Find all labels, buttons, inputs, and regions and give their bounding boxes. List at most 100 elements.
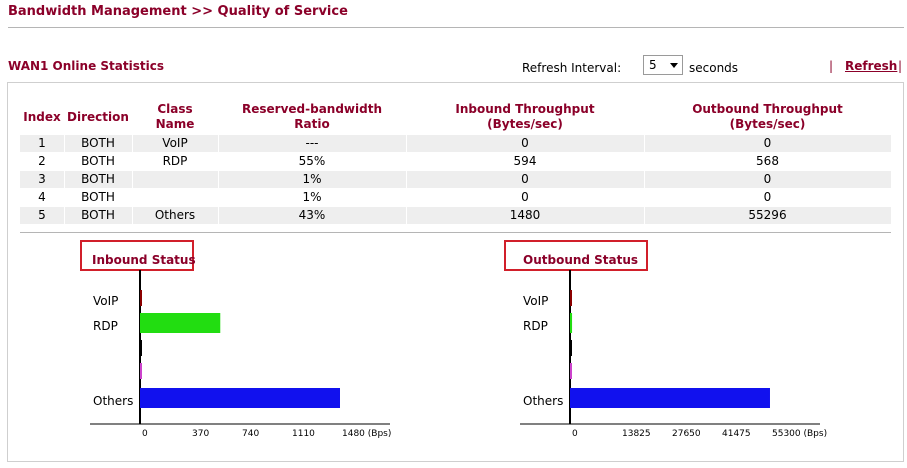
cell-divider [406, 189, 407, 206]
chevron-down-icon [670, 63, 678, 68]
bar [140, 340, 142, 356]
cell-divider [132, 135, 133, 152]
page-title: Bandwidth Management >> Quality of Servi… [8, 4, 348, 19]
refresh-interval-value: 5 [649, 58, 657, 72]
inbound-status-title: Inbound Status [92, 253, 196, 267]
table-cell-name: RDP [162, 154, 188, 168]
table-cell-outbound: 0 [763, 136, 772, 150]
table-cell-ratio: 55% [298, 154, 326, 168]
col-header-direction: Direction [67, 110, 129, 124]
bar-label: RDP [523, 319, 548, 333]
tick-label: 740 [242, 429, 259, 439]
table-cell-ratio: 43% [298, 208, 326, 222]
tick-label: 1480 (Bps) [342, 429, 391, 439]
table-cell-name: VoIP [162, 136, 188, 150]
tick-label: 0 [572, 429, 578, 439]
table-row: 4 BOTH 1% 0 0 [20, 189, 891, 206]
cell-divider [406, 171, 407, 188]
col-header-class-name: Class Name [155, 102, 195, 131]
table-cell-inbound: 594 [513, 154, 537, 168]
seconds-label: seconds [689, 61, 739, 75]
tick-label: 41475 [722, 429, 751, 439]
cell-divider [644, 135, 645, 152]
col-header-inbound: Inbound Throughput (Bytes/sec) [455, 102, 595, 131]
refresh-interval-select[interactable]: 5 [643, 55, 683, 75]
table-cell-inbound: 1480 [509, 208, 541, 222]
cell-divider [644, 153, 645, 170]
table-cell-ratio: 1% [302, 190, 322, 204]
bar [570, 388, 770, 408]
cell-divider [218, 189, 219, 206]
pipe-separator: | [898, 59, 903, 73]
table-divider [20, 232, 891, 233]
table-cell-outbound: 568 [756, 154, 779, 168]
table-cell-outbound: 0 [763, 190, 772, 204]
tick-label: 370 [192, 429, 209, 439]
inbound-status-box [80, 240, 194, 271]
table-cell-index: 4 [38, 190, 46, 204]
bar [140, 313, 221, 333]
bar-label: VoIP [93, 294, 118, 308]
table-row: 1 BOTH VoIP --- 0 0 [20, 135, 891, 152]
table-cell-inbound: 0 [521, 136, 529, 150]
table-cell-direction: BOTH [81, 136, 115, 150]
cell-divider [132, 207, 133, 224]
table-cell-direction: BOTH [81, 208, 115, 222]
table-cell-outbound: 55296 [748, 208, 787, 222]
bar-label: Others [523, 394, 563, 408]
bar-label: VoIP [523, 294, 548, 308]
bar [570, 290, 572, 306]
col-header-outbound: Outbound Throughput (Bytes/sec) [692, 102, 843, 131]
bar [570, 363, 572, 379]
cell-divider [406, 207, 407, 224]
cell-divider [64, 153, 65, 170]
cell-divider [64, 207, 65, 224]
col-header-index: Index [23, 110, 61, 124]
outbound-status-title: Outbound Status [523, 253, 639, 267]
cell-divider [132, 189, 133, 206]
bar-label: RDP [93, 319, 118, 333]
table-cell-index: 2 [38, 154, 46, 168]
cell-divider [644, 189, 645, 206]
cell-divider [218, 135, 219, 152]
bar [570, 313, 573, 333]
table-cell-index: 3 [38, 172, 46, 186]
table-cell-ratio: 1% [302, 172, 322, 186]
table-cell-index: 5 [38, 208, 46, 222]
pipe-separator: | [829, 59, 834, 73]
table-row: 5 BOTH Others 43% 1480 55296 [20, 207, 891, 224]
table-cell-index: 1 [38, 136, 46, 150]
table-row: 2 BOTH RDP 55% 594 568 [20, 153, 891, 170]
cell-divider [64, 135, 65, 152]
cell-divider [644, 171, 645, 188]
tick-label: 27650 [672, 429, 701, 439]
cell-divider [406, 153, 407, 170]
bar [140, 290, 142, 306]
table-cell-inbound: 0 [521, 172, 529, 186]
table-cell-inbound: 0 [521, 190, 529, 204]
table-row: 3 BOTH 1% 0 0 [20, 171, 891, 188]
table-cell-ratio: --- [305, 136, 319, 150]
table-cell-outbound: 0 [763, 172, 772, 186]
cell-divider [644, 207, 645, 224]
table-cell-name: Others [154, 208, 196, 222]
statistics-panel [7, 82, 904, 462]
bar [140, 388, 340, 408]
wan-stats-title: WAN1 Online Statistics [8, 59, 164, 73]
cell-divider [64, 189, 65, 206]
table-cell-direction: BOTH [81, 190, 115, 204]
tick-label: 55300 (Bps) [772, 429, 827, 439]
tick-label: 1110 [292, 429, 315, 439]
cell-divider [64, 171, 65, 188]
cell-divider [132, 171, 133, 188]
cell-divider [218, 153, 219, 170]
bar [140, 363, 142, 379]
tick-label: 0 [142, 429, 148, 439]
refresh-link[interactable]: Refresh [845, 59, 898, 73]
table-cell-direction: BOTH [81, 154, 115, 168]
cell-divider [406, 135, 407, 152]
bar-label: Others [93, 394, 133, 408]
col-header-reserved-ratio: Reserved-bandwidth Ratio [242, 102, 382, 131]
cell-divider [218, 207, 219, 224]
